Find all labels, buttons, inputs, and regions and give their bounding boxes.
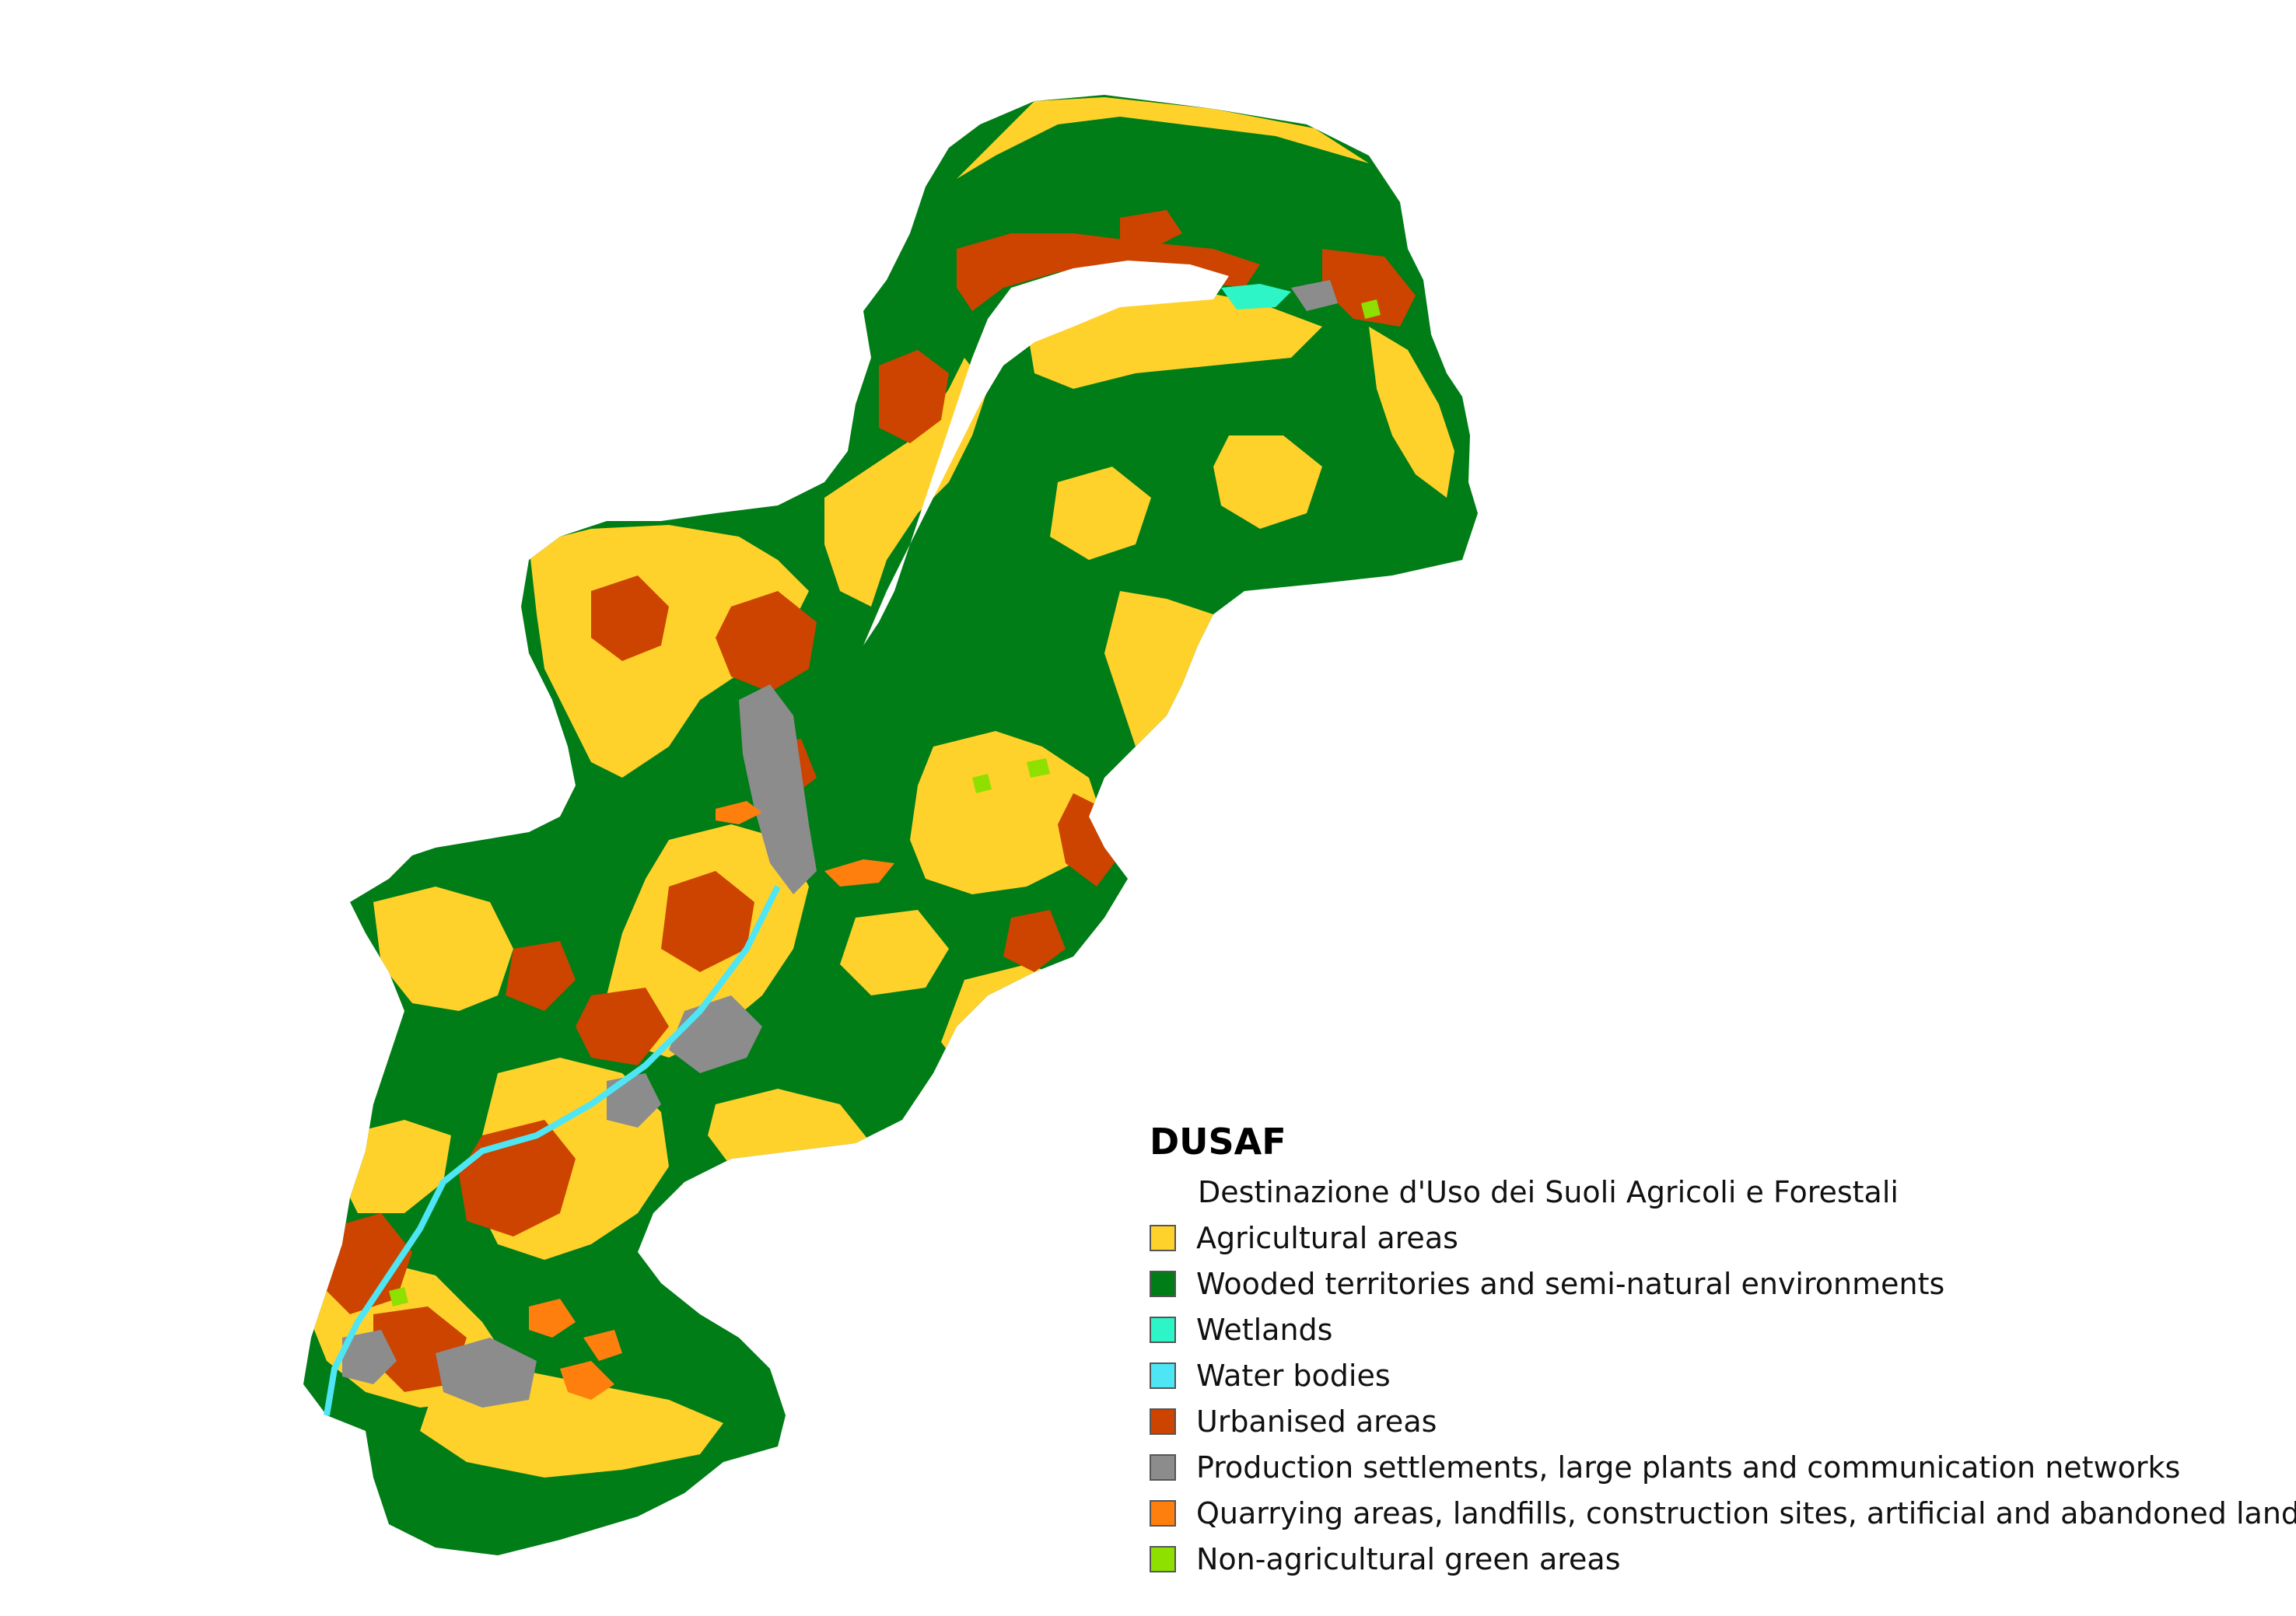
legend: DUSAF Destinazione d'Uso dei Suoli Agric… [1150, 1120, 2296, 1582]
legend-swatch [1150, 1270, 1176, 1297]
legend-title: DUSAF [1150, 1121, 1286, 1163]
legend-item-urbanised: Urbanised areas [1150, 1398, 2285, 1444]
production-patches [342, 280, 1338, 1408]
river [324, 885, 781, 1416]
legend-swatch [1150, 1362, 1176, 1389]
lake [863, 261, 1229, 645]
legend-item-agricultural: Agricultural areas [1150, 1215, 2285, 1261]
legend-label: Water bodies [1196, 1358, 1391, 1393]
legend-swatch [1150, 1499, 1176, 1527]
legend-item-green-areas: Non-agricultural green areas [1150, 1536, 2285, 1582]
legend-item-wetlands: Wetlands [1150, 1306, 2285, 1352]
legend-label: Production settlements, large plants and… [1196, 1450, 2181, 1485]
legend-item-quarrying: Quarrying areas, landfills, construction… [1150, 1490, 2296, 1536]
legend-label: Quarrying areas, landfills, construction… [1196, 1495, 2296, 1530]
quarrying-patches [529, 801, 894, 1400]
legend-label: Urbanised areas [1196, 1404, 1437, 1439]
legend-swatch [1150, 1408, 1176, 1435]
legend-label: Agricultural areas [1196, 1220, 1458, 1255]
wetlands-patch [1221, 284, 1291, 310]
legend-swatch [1150, 1316, 1176, 1343]
legend-item-production: Production settlements, large plants and… [1150, 1444, 2285, 1490]
legend-item-water-bodies: Water bodies [1150, 1352, 2285, 1398]
legend-swatch [1150, 1545, 1176, 1572]
legend-swatch [1150, 1224, 1176, 1251]
legend-item-wooded: Wooded territories and semi-natural envi… [1150, 1261, 2285, 1306]
legend-label: Non-agricultural green areas [1196, 1541, 1621, 1576]
legend-subtitle: Destinazione d'Uso dei Suoli Agricoli e … [1198, 1175, 1899, 1209]
legend-label: Wooded territories and semi-natural envi… [1196, 1266, 1945, 1301]
legend-swatch [1150, 1453, 1176, 1481]
green-areas-patches [389, 299, 1381, 1306]
legend-label: Wetlands [1196, 1312, 1333, 1347]
